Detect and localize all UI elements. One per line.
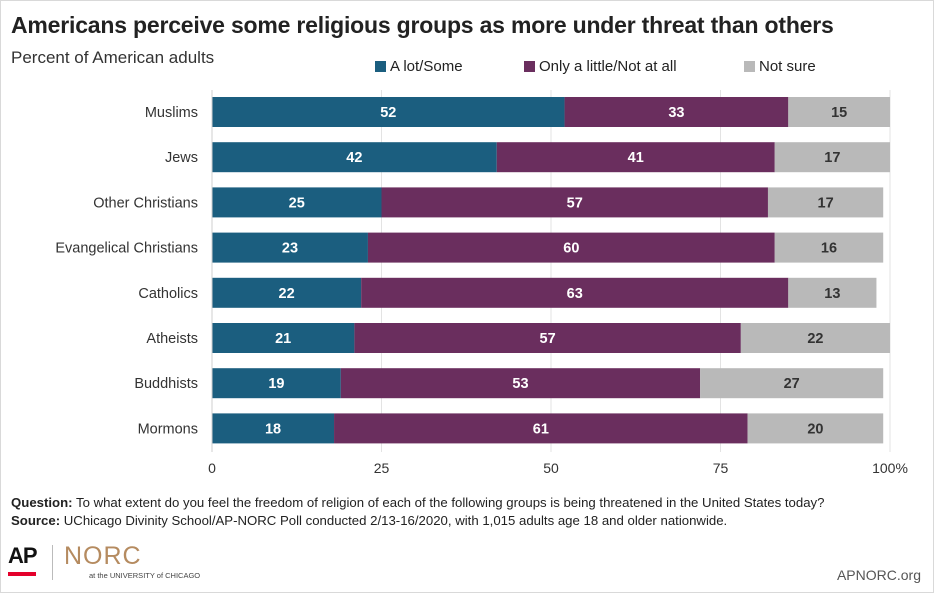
- legend-item-a-lot-some: A lot/Some: [375, 58, 463, 75]
- category-label: Buddhists: [134, 376, 198, 392]
- category-label: Evangelical Christians: [55, 241, 198, 257]
- source-text: UChicago Divinity School/AP-NORC Poll co…: [60, 513, 728, 528]
- legend-swatch: [524, 61, 535, 72]
- category-label: Mormons: [138, 421, 198, 437]
- data-label: 61: [533, 421, 549, 437]
- ap-logo: AP: [8, 543, 38, 568]
- bar-segment: [381, 187, 768, 218]
- bar-segment: [496, 142, 775, 173]
- category-label: Jews: [165, 150, 198, 166]
- x-tick-label: 50: [543, 460, 559, 476]
- bar-segment: [774, 142, 890, 173]
- bar-segment: [354, 323, 741, 353]
- data-label: 57: [567, 195, 583, 211]
- data-label: 18: [265, 421, 281, 437]
- bar-segment: [767, 187, 884, 218]
- data-label: 33: [668, 105, 684, 121]
- logo-divider: [52, 545, 53, 580]
- legend-label: Only a little/Not at all: [539, 58, 677, 75]
- category-label: Other Christians: [93, 195, 198, 211]
- data-label: 25: [289, 195, 305, 211]
- bar-segment: [361, 277, 789, 308]
- x-tick-label: 100%: [872, 460, 908, 476]
- bar-segment: [700, 368, 884, 399]
- data-label: 27: [784, 376, 800, 392]
- source-label: Source:: [11, 513, 61, 528]
- bar-segment: [212, 232, 368, 263]
- data-label: 57: [540, 331, 556, 347]
- data-label: 21: [275, 331, 291, 347]
- data-label: 53: [512, 376, 528, 392]
- question-note: Question: To what extent do you feel the…: [11, 494, 824, 512]
- data-label: 15: [831, 105, 847, 121]
- category-label: Atheists: [146, 331, 198, 347]
- legend-swatch: [744, 61, 755, 72]
- question-text: To what extent do you feel the freedom o…: [72, 495, 825, 510]
- bar-segment: [212, 142, 497, 173]
- category-label: Catholics: [138, 286, 198, 302]
- data-label: 23: [282, 241, 298, 257]
- question-label: Question:: [11, 495, 73, 510]
- legend-item-not-sure: Not sure: [744, 58, 816, 75]
- bar-segment: [334, 413, 748, 444]
- bar-segment: [788, 277, 877, 308]
- bar-segment: [212, 187, 382, 218]
- bar-segment: [747, 413, 884, 444]
- data-label: 13: [824, 286, 840, 302]
- x-tick-label: 75: [713, 460, 729, 476]
- data-label: 41: [628, 150, 644, 166]
- data-label: 22: [807, 331, 823, 347]
- legend-label: Not sure: [759, 58, 816, 75]
- source-note: Source: UChicago Divinity School/AP-NORC…: [11, 512, 824, 530]
- category-label: Muslims: [145, 105, 198, 121]
- bar-segment: [212, 97, 565, 127]
- bar-chart: 0 25 50 75 100% Muslims 52 33 15 Jews 42 41 17 Other …: [55, 90, 908, 476]
- data-label: 63: [567, 286, 583, 302]
- data-label: 22: [279, 286, 295, 302]
- bar-segment: [774, 232, 884, 263]
- norc-logo: NORC: [64, 542, 142, 570]
- ap-logo-bar: [8, 572, 36, 576]
- data-label: 52: [380, 105, 396, 121]
- legend-label: A lot/Some: [390, 58, 463, 75]
- data-label: 17: [818, 195, 834, 211]
- data-label: 19: [268, 376, 284, 392]
- bar-segment: [212, 277, 362, 308]
- site-link[interactable]: APNORC.org: [836, 567, 921, 583]
- chart-title: Americans perceive some religious groups…: [11, 12, 834, 38]
- data-label: 17: [824, 150, 840, 166]
- legend-swatch: [375, 61, 386, 72]
- bar-segment: [788, 97, 890, 127]
- data-label: 42: [346, 150, 362, 166]
- bar-segment: [340, 368, 701, 399]
- bar-segment: [212, 323, 355, 353]
- bar-segment: [740, 323, 890, 353]
- chart-subtitle: Percent of American adults: [11, 48, 215, 67]
- bar-segment: [212, 368, 341, 399]
- data-label: 16: [821, 241, 837, 257]
- norc-logo-subtitle: at the UNIVERSITY of CHICAGO: [89, 571, 201, 580]
- bar-segment: [212, 413, 335, 444]
- bar-segment: [367, 232, 775, 263]
- bar-segment: [564, 97, 789, 127]
- legend-item-only-little: Only a little/Not at all: [524, 58, 677, 75]
- x-tick-label: 0: [208, 460, 216, 476]
- chart-notes: Question: To what extent do you feel the…: [11, 494, 824, 530]
- data-label: 20: [807, 421, 823, 437]
- x-tick-label: 25: [374, 460, 390, 476]
- data-label: 60: [563, 241, 579, 257]
